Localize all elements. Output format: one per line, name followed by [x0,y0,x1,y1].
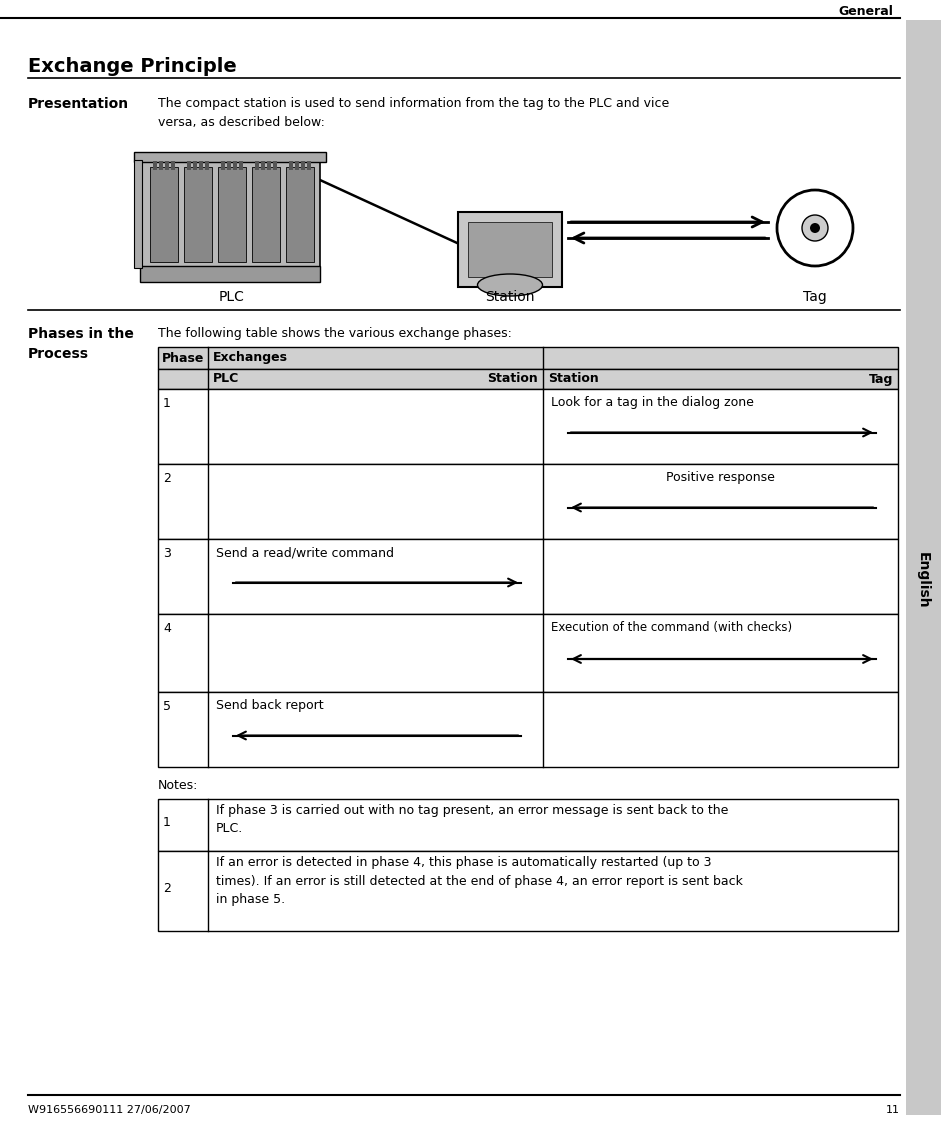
Bar [158,539,898,614]
Text: Tag: Tag [869,373,893,385]
Text: If an error is detected in phase 4, this phase is automatically restarted (up to: If an error is detected in phase 4, this… [216,856,742,905]
Bar [273,161,277,170]
Bar [255,161,259,170]
Text: Send back report: Send back report [216,699,324,712]
Bar [158,390,898,464]
Bar [286,167,314,262]
Text: Exchanges: Exchanges [213,351,288,365]
Text: English: English [916,552,930,609]
Text: Positive response: Positive response [666,471,775,484]
Text: The following table shows the various exchange phases:: The following table shows the various ex… [158,327,512,340]
Bar [261,161,265,170]
Ellipse shape [477,274,543,296]
Circle shape [810,224,820,233]
Bar [193,161,197,170]
Text: 11: 11 [886,1105,900,1115]
Bar [150,167,178,262]
Text: Station: Station [548,373,598,385]
Text: PLC: PLC [213,373,239,385]
Text: 1: 1 [163,397,171,410]
Bar [158,464,898,539]
Bar [140,160,320,268]
Bar [158,614,898,692]
Text: Phases in the
Process: Phases in the Process [28,327,134,360]
Bar [221,161,225,170]
Bar [158,851,898,931]
Bar [158,369,898,390]
Bar [267,161,271,170]
Bar [153,161,157,170]
Text: 4: 4 [163,622,171,634]
Bar [218,167,246,262]
Text: 1: 1 [163,816,171,830]
Bar [289,161,293,170]
Text: 5: 5 [163,700,171,714]
Bar [171,161,175,170]
Text: Execution of the command (with checks): Execution of the command (with checks) [551,621,792,634]
Text: 2: 2 [163,472,171,485]
Bar [233,161,237,170]
Text: General: General [838,5,893,18]
Bar [187,161,191,170]
Text: Exchange Principle: Exchange Principle [28,56,237,76]
Bar [239,161,243,170]
Text: Send a read/write command: Send a read/write command [216,546,394,559]
Text: Look for a tag in the dialog zone: Look for a tag in the dialog zone [551,396,754,409]
Bar [158,799,898,851]
Text: PLC: PLC [219,290,245,304]
Circle shape [777,190,853,266]
Text: Presentation: Presentation [28,97,129,111]
Text: Station: Station [487,373,538,385]
Text: W916556690111 27/06/2007: W916556690111 27/06/2007 [28,1105,191,1115]
Bar [468,222,552,277]
Bar [295,161,299,170]
Bar [134,152,326,161]
Bar [159,161,163,170]
Bar [307,161,311,170]
Bar [165,161,169,170]
Bar [134,160,142,268]
Bar [458,212,562,287]
Text: Tag: Tag [803,290,827,304]
Text: If phase 3 is carried out with no tag present, an error message is sent back to : If phase 3 is carried out with no tag pr… [216,804,728,835]
Text: Notes:: Notes: [158,779,199,793]
Bar [301,161,305,170]
Bar [205,161,209,170]
Text: The compact station is used to send information from the tag to the PLC and vice: The compact station is used to send info… [158,97,669,129]
Bar [199,161,203,170]
Text: Station: Station [486,290,534,304]
Bar [158,692,898,767]
Bar [227,161,231,170]
Bar [252,167,280,262]
Bar [158,347,898,369]
Bar [140,266,320,282]
Bar [906,20,941,1115]
Circle shape [802,215,828,240]
Text: 2: 2 [163,883,171,895]
Bar [184,167,212,262]
Text: 3: 3 [163,546,171,560]
Text: Phase: Phase [162,351,204,365]
